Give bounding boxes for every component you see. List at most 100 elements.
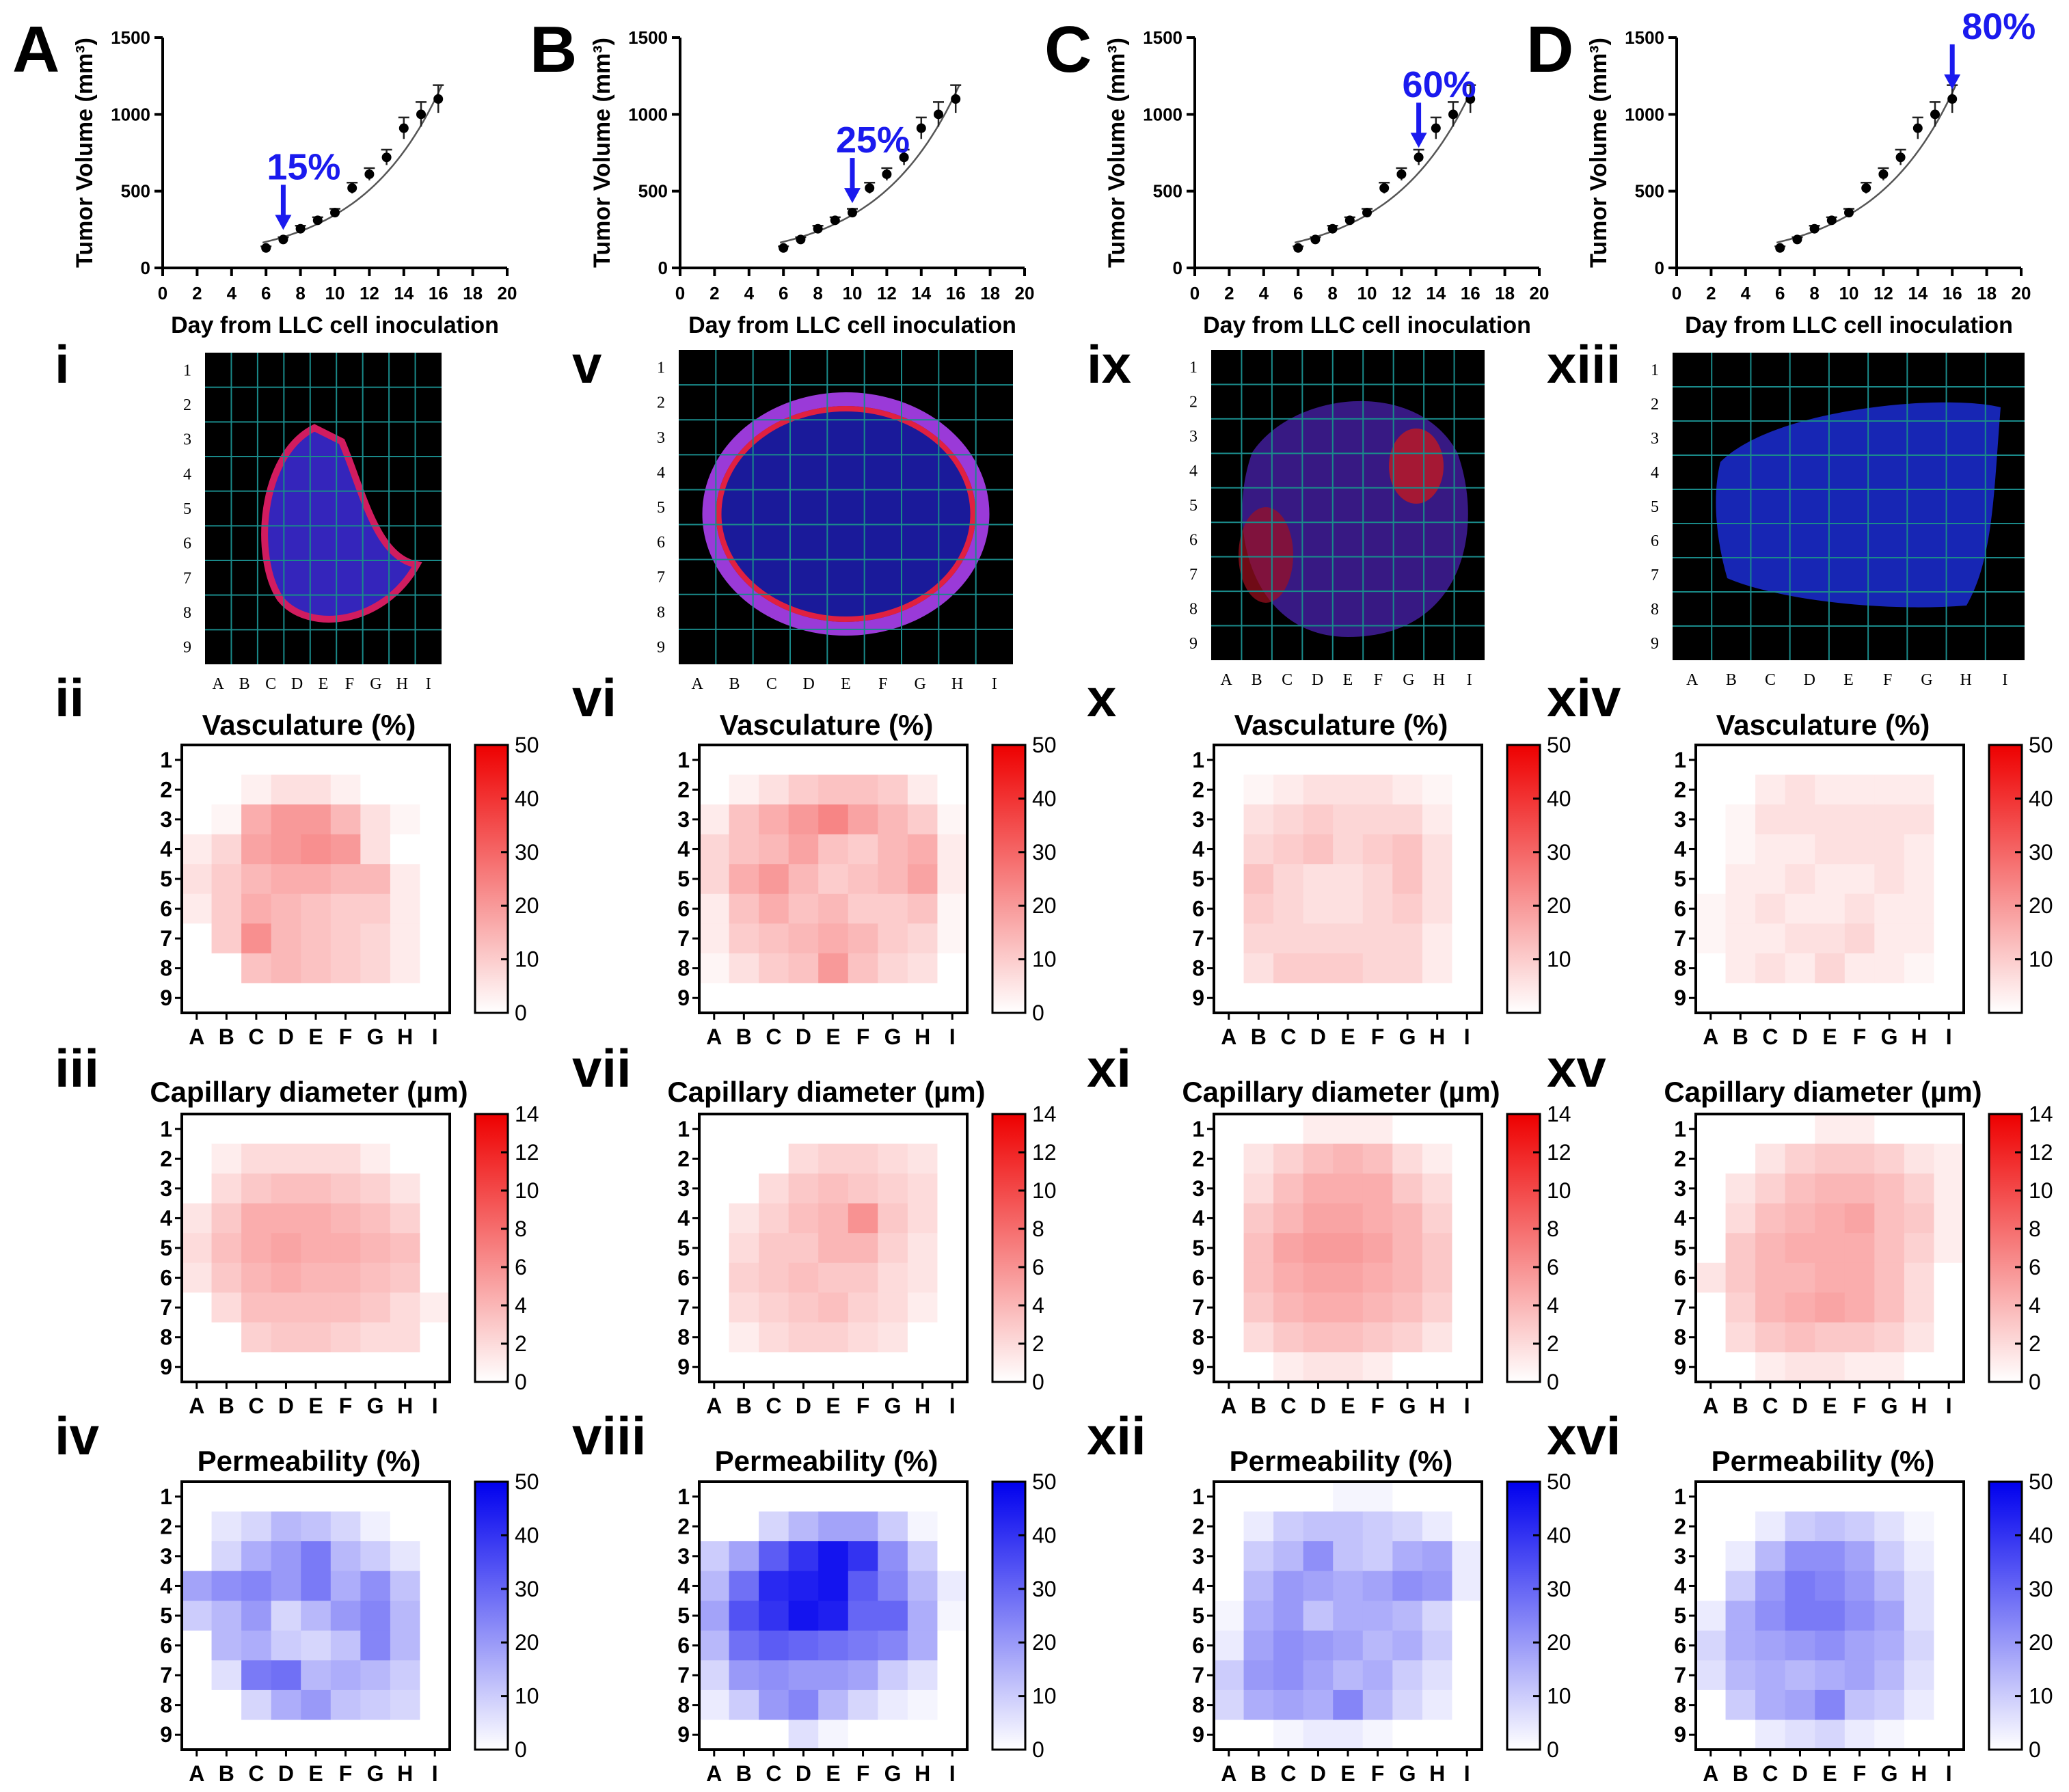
heatmap-cell: [390, 1143, 420, 1174]
heatmap-cell: [848, 745, 878, 776]
row-label: 1: [1189, 359, 1198, 377]
colorbar: [991, 1113, 1027, 1383]
heatmap-cell: [1273, 1352, 1304, 1383]
heatmap-cell: [729, 1203, 759, 1234]
heatmap-cell: [1214, 1143, 1245, 1174]
heatmap-cell: [818, 1352, 849, 1383]
colorbar-tick-label: 6: [515, 1255, 527, 1279]
heatmap-cell: [1214, 1660, 1245, 1691]
x-tick-label: 16: [429, 283, 448, 303]
heatmap-cell: [1303, 1143, 1334, 1174]
heatmap-cell: [729, 1601, 759, 1631]
heatmap-cell: [1844, 1720, 1875, 1750]
heatmap-cell: [1303, 1173, 1334, 1204]
heatmap-cell: [1934, 1352, 1964, 1383]
heatmap-cell: [271, 834, 301, 865]
heatmap-cell: [301, 1511, 332, 1542]
heatmap-cell: [1725, 1571, 1756, 1601]
colorbar-tick-label: 10: [2029, 1684, 2053, 1709]
heatmap-cell: [390, 1689, 420, 1720]
heatmap-cell: [1362, 1143, 1393, 1174]
x-tick-label: 14: [394, 283, 414, 303]
heatmap-cell: [182, 1114, 213, 1145]
x-tick-label: 18: [1495, 283, 1515, 303]
heatmap-title: Capillary diameter (µm): [150, 1076, 468, 1108]
heatmap-cell: [1785, 953, 1815, 983]
heatmap-cell: [759, 1541, 789, 1572]
annotation-label: 15%: [267, 146, 340, 187]
heatmap-cell: [1422, 1322, 1452, 1353]
heatmap-cell: [1725, 1511, 1756, 1542]
row-label: 4: [160, 1206, 172, 1230]
heatmap-cell: [1392, 1601, 1423, 1631]
heatmap-cell: [1934, 1660, 1964, 1691]
heatmap-cell: [818, 804, 849, 835]
y-tick-label: 500: [638, 181, 668, 202]
row-label: 2: [1192, 777, 1204, 802]
col-label: H: [1911, 1761, 1927, 1786]
heatmap-cell: [878, 1630, 908, 1661]
col-label: A: [1686, 671, 1699, 689]
heatmap-cell: [937, 1571, 968, 1601]
heatmap-cell: [1725, 1352, 1756, 1383]
heatmap-cell: [818, 1482, 849, 1512]
heatmap-cell: [301, 1203, 332, 1234]
heatmap-cell: [1934, 1689, 1964, 1720]
heatmap-cell: [241, 1143, 272, 1174]
heatmap-cell: [848, 1541, 878, 1572]
row-label: 5: [1674, 867, 1686, 891]
row-label: 4: [1651, 464, 1659, 482]
heatmap-cell: [1725, 1482, 1756, 1512]
heatmap-cell: [1934, 983, 1964, 1014]
heatmap-cell: [420, 1262, 450, 1293]
col-label: E: [1822, 1394, 1837, 1418]
data-point: [830, 215, 840, 226]
heatmap-cell: [360, 1660, 391, 1691]
heatmap-cell: [1755, 1233, 1786, 1264]
row-label: 8: [1674, 956, 1686, 981]
heatmap-cell: [1725, 1114, 1756, 1145]
data-point: [1414, 152, 1424, 163]
heatmap-cell: [1725, 923, 1756, 954]
heatmap-cell: [1392, 1352, 1423, 1383]
heatmap-cell: [1214, 834, 1245, 865]
heatmap-cell: [937, 804, 968, 835]
colorbar-tick-label: 10: [515, 1178, 539, 1203]
x-tick-label: 8: [813, 283, 822, 303]
heatmap-cell: [1243, 923, 1274, 954]
col-label: G: [1881, 1024, 1898, 1049]
heatmap-cell: [878, 745, 908, 776]
heatmap-cell: [1303, 1322, 1334, 1353]
heatmap-cell: [1874, 1630, 1905, 1661]
heatmap-cell: [818, 1601, 849, 1631]
heatmap-cell: [1214, 983, 1245, 1014]
heatmap-cell: [360, 1114, 391, 1145]
row-label: 5: [677, 1603, 690, 1628]
heatmap-cell: [1422, 745, 1452, 776]
heatmap-cell: [301, 1173, 332, 1204]
heatmap-cell: [1696, 1292, 1727, 1323]
colorbar-tick-label: 12: [515, 1140, 539, 1165]
row-label: 2: [160, 1514, 172, 1538]
heatmap-cell: [241, 1660, 272, 1691]
heatmap-cell: [1844, 1173, 1875, 1204]
y-tick-label: 1500: [111, 27, 150, 48]
row-label: 3: [1674, 1176, 1686, 1201]
data-point: [347, 183, 357, 193]
col-label: B: [219, 1024, 234, 1049]
col-label: A: [706, 1394, 722, 1418]
x-tick-label: 18: [980, 283, 1000, 303]
heatmap-cell: [788, 983, 819, 1014]
colorbar: [1988, 1480, 2023, 1751]
heatmap-cell: [699, 1720, 730, 1750]
heatmap-cell: [420, 864, 450, 895]
row-label: 8: [160, 956, 172, 981]
heatmap-cell: [907, 1233, 938, 1264]
heatmap-cell: [1725, 1601, 1756, 1631]
heatmap-cell: [1214, 1571, 1245, 1601]
heatmap-cell: [788, 1203, 819, 1234]
heatmap-cell: [211, 923, 242, 954]
heatmap-cell: [241, 983, 272, 1014]
data-point: [779, 243, 789, 253]
